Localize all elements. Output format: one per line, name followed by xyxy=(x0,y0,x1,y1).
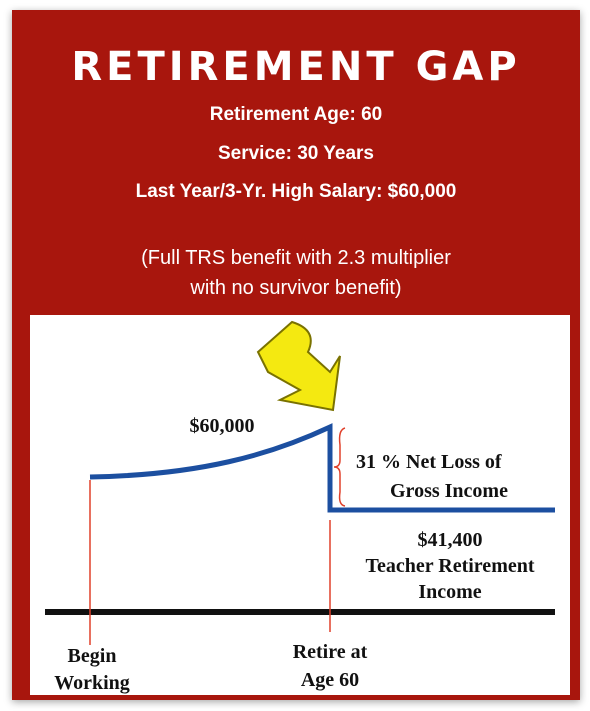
detail: Last Year/3-Yr. High Salary: $60,000 xyxy=(136,181,457,202)
start-label: Working xyxy=(54,672,130,694)
pension-label: $41,400 xyxy=(418,529,483,551)
retire-label: Age 60 xyxy=(301,669,359,691)
title: RETIREMENT GAP xyxy=(71,44,520,90)
retire-label: Retire at xyxy=(293,641,368,663)
loss-label: 31 % Net Loss of xyxy=(356,451,502,473)
start-label: Begin xyxy=(68,645,117,667)
note: with no survivor benefit) xyxy=(189,277,401,299)
loss-label: Gross Income xyxy=(390,480,508,502)
note: (Full TRS benefit with 2.3 multiplier xyxy=(141,247,451,269)
salary-label: $60,000 xyxy=(190,415,255,437)
page: RETIREMENT GAP Retirement Age: 60 Servic… xyxy=(0,0,590,711)
pension-label: Teacher Retirement xyxy=(365,555,534,577)
pension-label: Income xyxy=(418,581,481,603)
detail: Service: 30 Years xyxy=(218,143,374,164)
detail: Retirement Age: 60 xyxy=(210,104,382,125)
